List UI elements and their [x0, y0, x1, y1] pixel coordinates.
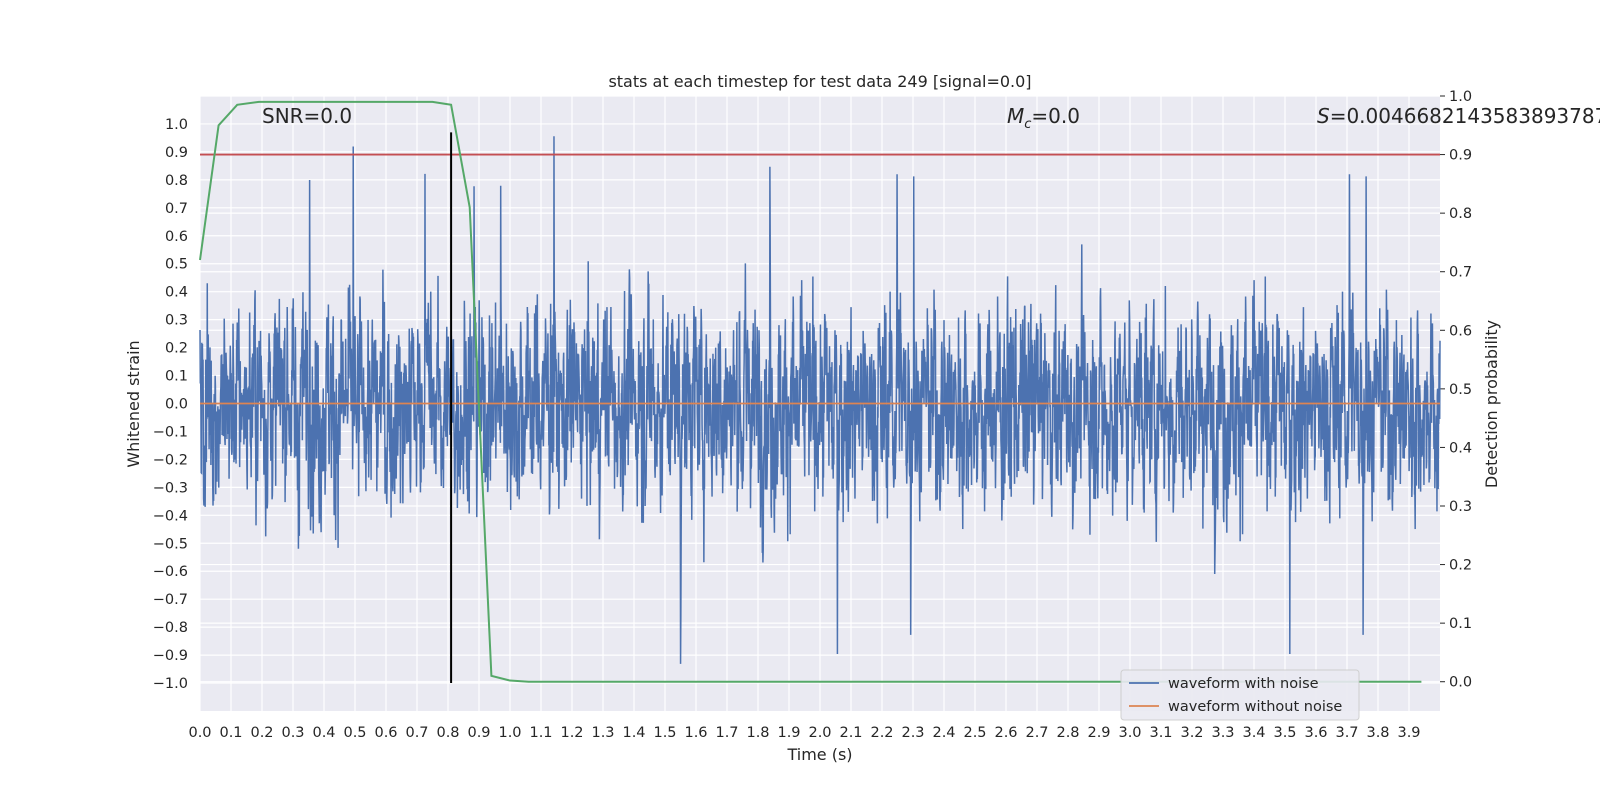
x-tick-label: 0.3 [281, 725, 304, 741]
y2-tick-label: 0.4 [1449, 440, 1472, 456]
x-tick-label: 3.4 [1242, 725, 1265, 741]
x-tick-label: 1.5 [653, 725, 676, 741]
legend: waveform with noise waveform without noi… [1120, 669, 1360, 721]
x-tick-label: 1.9 [777, 725, 800, 741]
y-axis-label: Whitened strain [124, 340, 143, 467]
legend-box [1120, 669, 1360, 721]
y-tick-label: 0.9 [165, 145, 188, 161]
y-tick-label: −0.6 [153, 564, 188, 580]
x-tick-label: 3.7 [1335, 725, 1358, 741]
y-tick-label: 0.5 [165, 257, 188, 273]
y2-tick-label: 0.9 [1449, 148, 1472, 164]
x-tick-label: 2.2 [870, 725, 893, 741]
x-tick-label: 1.8 [746, 725, 769, 741]
mc-symbol: M [1007, 104, 1024, 128]
mc-annotation: Mc=0.0 [1007, 104, 1080, 132]
chart-title: stats at each timestep for test data 249… [608, 72, 1031, 91]
y2-tick-label: 0.2 [1449, 558, 1472, 574]
s-annotation: S=0.0046682143583893787 [1317, 104, 1600, 128]
y2-tick-labels: 1.0 0.9 0.8 0.7 0.6 0.5 0.4 0.3 0.2 0.1 0.0 [1440, 89, 1472, 691]
legend-label-clean: waveform without noise [1168, 699, 1342, 715]
y-tick-label: −0.1 [153, 424, 188, 440]
y-tick-label: 0.8 [165, 173, 188, 189]
x-tick-label: 3.1 [1149, 725, 1172, 741]
x-tick-label: 0.1 [219, 725, 242, 741]
x-tick-label: 2.3 [901, 725, 924, 741]
y-tick-label: 0.2 [165, 341, 188, 357]
x-tick-label: 1.0 [498, 725, 521, 741]
x-tick-label: 2.6 [994, 725, 1017, 741]
x-tick-label: 3.6 [1304, 725, 1327, 741]
x-tick-label: 3.8 [1366, 725, 1389, 741]
x-tick-label: 0.4 [312, 725, 335, 741]
y-tick-label: 0.7 [165, 201, 188, 217]
y-tick-label: −0.5 [153, 536, 188, 552]
y-tick-label: −0.2 [153, 452, 188, 468]
series-detection-probability [199, 100, 1422, 683]
x-tick-label: 1.1 [529, 725, 552, 741]
x-tick-label: 3.0 [1118, 725, 1141, 741]
y2-tick-label: 0.0 [1449, 675, 1472, 691]
x-tick-label: 1.7 [715, 725, 738, 741]
y-tick-label: −0.9 [153, 648, 188, 664]
y2-tick-label: 0.3 [1449, 499, 1472, 515]
x-tick-label: 2.0 [808, 725, 831, 741]
x-tick-label: 2.4 [932, 725, 955, 741]
x-tick-label: 0.5 [343, 725, 366, 741]
x-tick-label: 2.9 [1087, 725, 1110, 741]
legend-label-noise: waveform with noise [1168, 676, 1319, 692]
x-tick-label: 2.8 [1056, 725, 1079, 741]
y-tick-label: −0.8 [153, 620, 188, 636]
y-tick-label: 0.6 [165, 229, 188, 245]
s-symbol: S [1317, 104, 1330, 128]
s-value: =0.0046682143583893787 [1330, 104, 1600, 128]
x-tick-labels: 0.0 0.1 0.2 0.3 0.4 0.5 0.6 0.7 0.8 0.9 1.0 1.1 1.2 1… [188, 725, 1420, 741]
x-tick-label: 3.3 [1211, 725, 1234, 741]
y-tick-labels: 1.0 0.9 0.8 0.7 0.6 0.5 0.4 0.3 0.2 0.1 0.0 −0.1 −0.… [153, 117, 188, 692]
x-tick-label: 1.3 [591, 725, 614, 741]
x-tick-label: 0.2 [250, 725, 273, 741]
x-tick-label: 1.4 [622, 725, 645, 741]
y2-tick-label: 0.8 [1449, 206, 1472, 222]
y-tick-label: 1.0 [165, 117, 188, 133]
y-tick-label: −1.0 [153, 676, 188, 692]
series-waveform-with-noise [199, 136, 1441, 664]
y-tick-label: 0.1 [165, 369, 188, 385]
x-tick-label: 0.7 [405, 725, 428, 741]
x-axis-label: Time (s) [786, 745, 852, 764]
y2-tick-label: 1.0 [1449, 89, 1472, 105]
y-tick-label: −0.4 [153, 508, 188, 524]
x-tick-label: 2.7 [1025, 725, 1048, 741]
y-tick-label: 0.4 [165, 285, 188, 301]
x-tick-label: 0.0 [188, 725, 211, 741]
x-tick-label: 0.9 [467, 725, 490, 741]
y2-tick-label: 0.1 [1449, 616, 1472, 632]
snr-annotation: SNR=0.0 [262, 104, 352, 128]
x-tick-label: 3.2 [1180, 725, 1203, 741]
x-tick-label: 2.5 [963, 725, 986, 741]
y2-tick-label: 0.5 [1449, 382, 1472, 398]
y2-axis-label: Detection probability [1482, 320, 1501, 488]
x-tick-label: 3.5 [1273, 725, 1296, 741]
x-tick-label: 2.1 [839, 725, 862, 741]
series-layer [199, 100, 1441, 684]
y-tick-label: −0.3 [153, 480, 188, 496]
x-tick-label: 3.9 [1397, 725, 1420, 741]
y-tick-label: 0.3 [165, 313, 188, 329]
x-tick-label: 0.6 [374, 725, 397, 741]
y-tick-label: 0.0 [165, 397, 188, 413]
y2-tick-label: 0.6 [1449, 323, 1472, 339]
y-tick-label: −0.7 [153, 592, 188, 608]
x-tick-label: 1.2 [560, 725, 583, 741]
mc-subscript: c [1024, 117, 1031, 132]
x-tick-label: 1.6 [684, 725, 707, 741]
x-tick-label: 0.8 [436, 725, 459, 741]
mc-value: =0.0 [1031, 104, 1080, 128]
y2-tick-label: 0.7 [1449, 265, 1472, 281]
